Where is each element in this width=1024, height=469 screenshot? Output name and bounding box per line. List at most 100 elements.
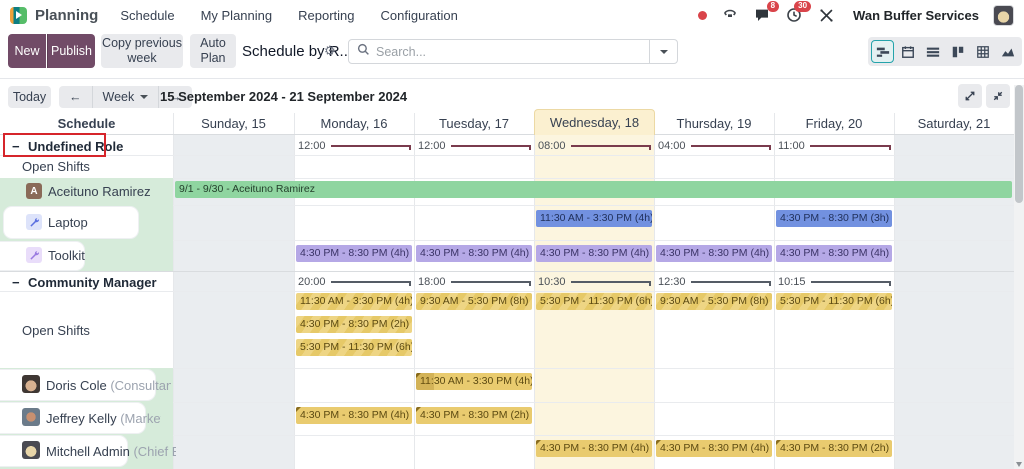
chevron-down-icon	[140, 95, 149, 99]
view-list-button[interactable]	[921, 40, 944, 63]
capacity-time: 08:00	[538, 140, 566, 152]
messages-icon[interactable]: 8	[753, 1, 780, 24]
scroll-down-arrow-icon[interactable]	[1016, 462, 1022, 467]
auto-plan-button[interactable]: Auto Plan	[190, 34, 236, 68]
view-gantt-button[interactable]	[871, 40, 894, 63]
collapse-toggle[interactable]: −	[12, 139, 20, 154]
collapse-rows-button[interactable]	[986, 84, 1010, 108]
range-mode-dropdown[interactable]: Week	[93, 86, 159, 108]
row-divider	[0, 240, 1014, 241]
shift-block[interactable]: 4:30 PM - 8:30 PM (4h) - T...	[296, 245, 412, 262]
capacity-time: 12:30	[658, 276, 686, 288]
prev-week-button[interactable]: ←	[69, 90, 82, 104]
menu-schedule[interactable]: Schedule	[120, 7, 175, 23]
gear-icon[interactable]: ⚙	[324, 43, 336, 58]
row-label-open-shifts[interactable]: Open Shifts	[22, 159, 90, 174]
day-header-sunday[interactable]: Sunday, 15	[201, 116, 266, 131]
person-name: Mitchell Admin	[46, 444, 130, 459]
avatar	[22, 441, 40, 459]
menu-my-planning[interactable]: My Planning	[200, 7, 273, 23]
shift-block[interactable]: 4:30 PM - 8:30 PM (4h) - ...	[296, 407, 412, 424]
user-avatar[interactable]	[993, 4, 1014, 26]
scrollbar-thumb[interactable]	[1015, 85, 1023, 203]
row-divider	[0, 155, 1014, 156]
date-navigation-bar: Today ← Week → 15 September 2024 - 21 Se…	[0, 78, 1024, 113]
control-bar: New Publish Copy previous week Auto Plan…	[0, 30, 1024, 78]
row-label-laptop[interactable]: Laptop	[48, 215, 88, 230]
menu-configuration[interactable]: Configuration	[380, 7, 458, 23]
row-divider	[0, 368, 1014, 369]
day-header-row: Schedule Sunday, 15 Monday, 16 Tuesday, …	[0, 109, 1014, 135]
capacity-time: 12:00	[298, 140, 326, 152]
row-label-toolkit[interactable]: Toolkit	[48, 248, 85, 263]
shift-block[interactable]: 4:30 PM - 8:30 PM (4h) - ...	[656, 245, 772, 262]
row-label-open-shifts[interactable]: Open Shifts	[22, 323, 90, 338]
shift-block[interactable]: 4:30 PM - 8:30 PM (4h) - R...	[416, 245, 532, 262]
shift-block[interactable]: 4:30 PM - 8:30 PM (4h) - T...	[776, 245, 892, 262]
shift-block[interactable]: 4:30 PM - 8:30 PM (3h) - R...	[776, 210, 892, 227]
day-header-friday[interactable]: Friday, 20	[805, 116, 863, 131]
shift-block[interactable]: 4:30 PM - 8:30 PM (4h) - ...	[536, 440, 652, 457]
phone-icon[interactable]	[721, 6, 739, 24]
view-kanban-button[interactable]	[946, 40, 969, 63]
collapse-toggle[interactable]: −	[12, 275, 20, 290]
shift-block[interactable]: 11:30 AM - 3:30 PM (4h) - ...	[536, 210, 652, 227]
group-label-community-manager[interactable]: Community Manager	[28, 275, 157, 290]
copy-previous-week-button[interactable]: Copy previous week	[101, 34, 183, 68]
person-name: Doris Cole	[46, 378, 107, 393]
activities-clock-icon[interactable]: 30	[785, 1, 812, 24]
main-menu: Schedule My Planning Reporting Configura…	[120, 8, 457, 23]
shift-block[interactable]: 4:30 PM - 8:30 PM (2h) - ...	[776, 440, 892, 457]
today-button[interactable]: Today	[8, 86, 51, 108]
shift-block[interactable]: 4:30 PM - 8:30 PM (4h) - R...	[656, 440, 772, 457]
day-header-monday[interactable]: Monday, 16	[320, 116, 388, 131]
shift-block[interactable]: 11:30 AM - 3:30 PM (4h) - ...	[416, 373, 532, 390]
menu-reporting[interactable]: Reporting	[298, 7, 355, 23]
capacity-time: 12:00	[418, 140, 446, 152]
open-shift-block[interactable]: 9:30 AM - 5:30 PM (8h)	[416, 293, 532, 310]
capacity-indicator: 11:00	[778, 139, 892, 153]
status-dot-icon	[698, 10, 708, 20]
capacity-time: 11:00	[778, 140, 805, 152]
day-header-thursday[interactable]: Thursday, 19	[676, 116, 752, 131]
open-shift-block[interactable]: 5:30 PM - 11:30 PM (6h)	[776, 293, 892, 310]
capacity-indicator: 08:00	[538, 139, 652, 153]
open-shift-block[interactable]: 9:30 AM - 5:30 PM (8h)	[656, 293, 772, 310]
day-header-wednesday[interactable]: Wednesday, 18	[534, 109, 655, 135]
row-label-aceituno-ramirez[interactable]: Aceituno Ramirez	[48, 184, 151, 199]
search-filters-toggle[interactable]	[649, 40, 677, 63]
row-label-mitchell-admin[interactable]: Mitchell Admin (Chief Executiv...	[46, 444, 176, 459]
search-input[interactable]	[376, 44, 649, 59]
resource-card	[0, 242, 84, 270]
publish-button[interactable]: Publish	[47, 34, 95, 68]
view-pivot-button[interactable]	[971, 40, 994, 63]
person-role: (Marketing and C...	[120, 411, 161, 426]
open-shift-block[interactable]: 5:30 PM - 11:30 PM (6h)	[296, 339, 412, 356]
capacity-indicator: 12:30	[658, 275, 772, 289]
open-shift-block[interactable]: 11:30 AM - 3:30 PM (4h)	[296, 293, 412, 310]
group-label-undefined-role[interactable]: Undefined Role	[28, 139, 124, 154]
app-title[interactable]: Planning	[35, 6, 99, 24]
wrench-icon	[26, 214, 42, 230]
day-header-saturday[interactable]: Saturday, 21	[917, 116, 991, 131]
view-graph-button[interactable]	[996, 40, 1019, 63]
row-label-jeffrey-kelly[interactable]: Jeffrey Kelly (Marketing and C...	[46, 411, 161, 426]
day-header-tuesday[interactable]: Tuesday, 17	[438, 116, 510, 131]
tools-icon[interactable]	[817, 6, 835, 24]
shift-block[interactable]: 4:30 PM - 8:30 PM (2h) - J...	[416, 407, 532, 424]
company-name[interactable]: Wan Buffer Services	[853, 7, 979, 23]
view-calendar-button[interactable]	[896, 40, 919, 63]
shift-block[interactable]: 4:30 PM - 8:30 PM (4h) - R...	[536, 245, 652, 262]
planning-app-icon[interactable]	[10, 6, 27, 24]
shift-block[interactable]: 9/1 - 9/30 - Aceituno Ramirez	[175, 181, 1012, 198]
vertical-scrollbar[interactable]	[1014, 85, 1024, 469]
avatar	[22, 375, 40, 393]
next-week-button[interactable]: →	[169, 90, 182, 104]
activities-badge: 30	[794, 1, 812, 12]
row-label-doris-cole[interactable]: Doris Cole (Consultant)	[46, 378, 171, 393]
expand-rows-button[interactable]	[958, 84, 982, 108]
open-shift-block[interactable]: 4:30 PM - 8:30 PM (2h)	[296, 316, 412, 333]
open-shift-block[interactable]: 5:30 PM - 11:30 PM (6h)	[536, 293, 652, 310]
new-button[interactable]: New	[8, 34, 46, 68]
